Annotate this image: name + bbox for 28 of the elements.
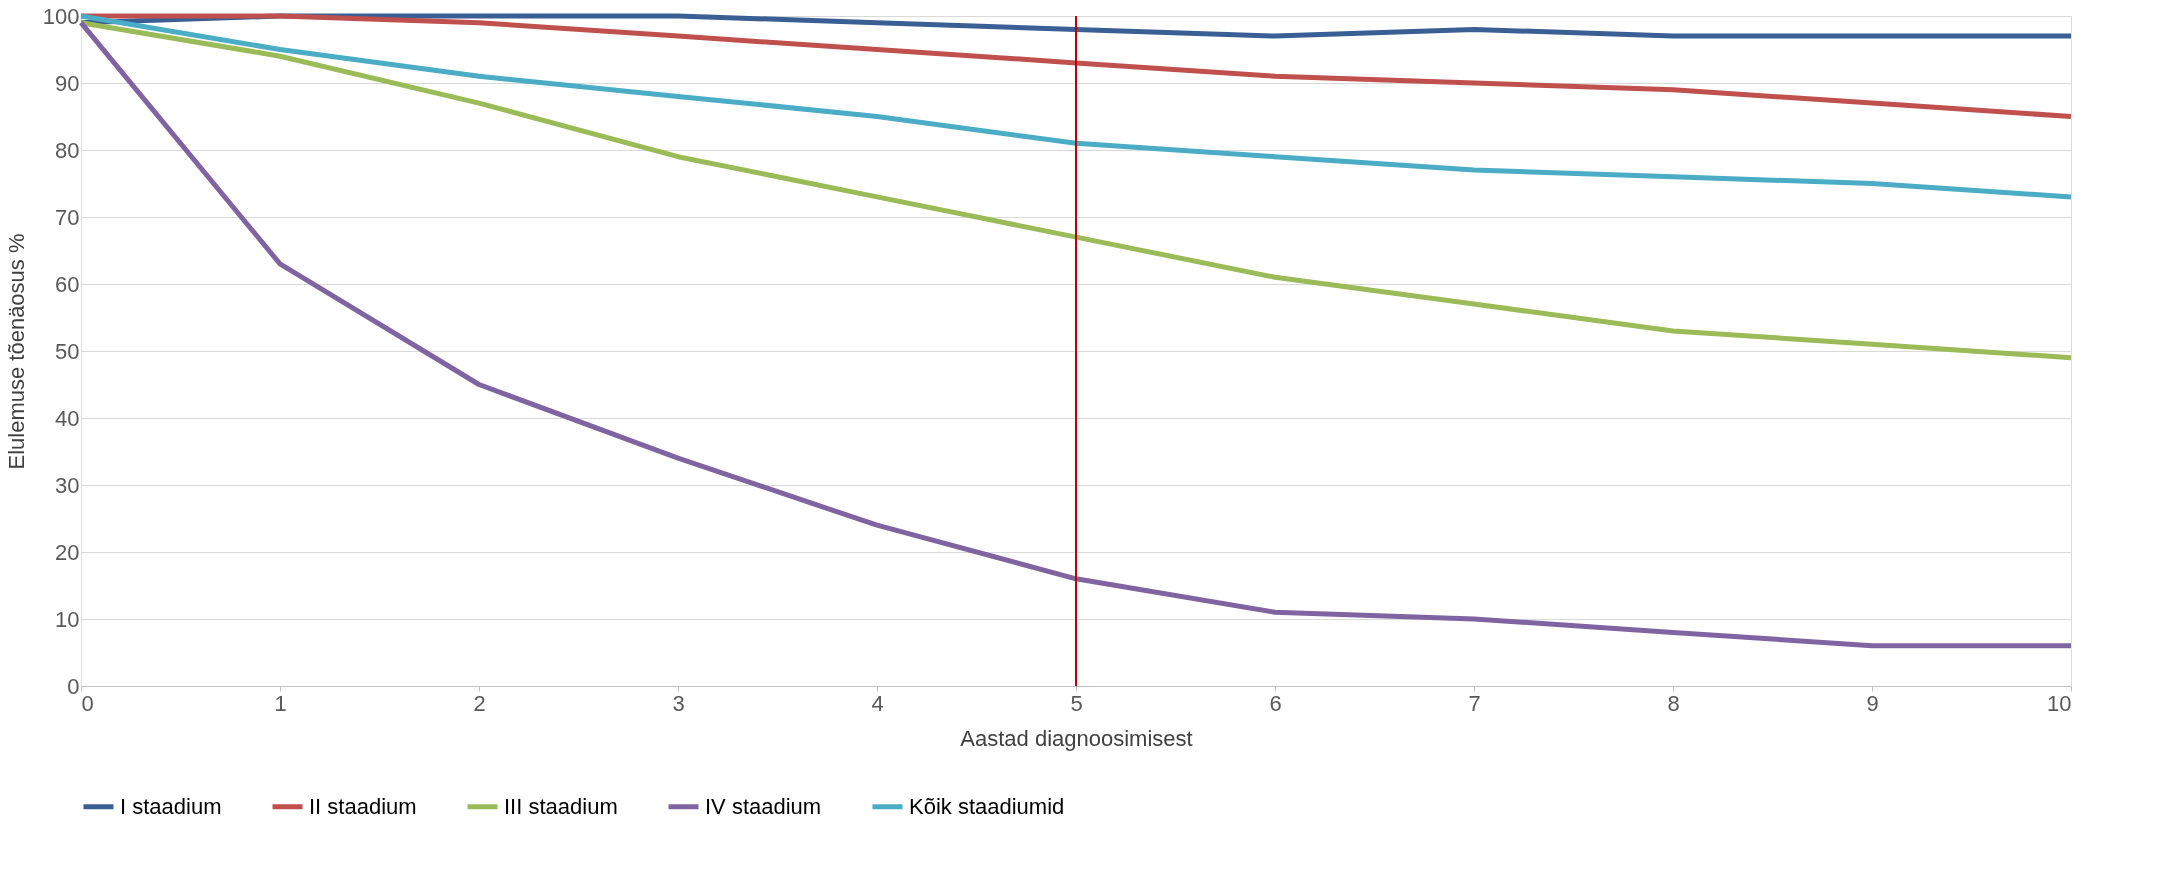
y-tick-label: 0: [67, 673, 80, 699]
legend-label: I staadium: [120, 793, 222, 819]
y-tick-label: 10: [55, 606, 80, 632]
y-tick-label: 100: [42, 3, 80, 29]
legend-label: III staadium: [504, 793, 618, 819]
y-tick-label: 30: [55, 472, 80, 498]
x-tick-label: 8: [1667, 690, 1680, 716]
x-tick-label: 5: [1070, 690, 1083, 716]
y-tick-label: 60: [55, 271, 80, 297]
y-axis-title: Elulemuse tõenäosus %: [3, 233, 29, 470]
x-tick-label: 2: [473, 690, 486, 716]
y-tick-label: 50: [55, 338, 80, 364]
legend-label: II staadium: [309, 793, 417, 819]
x-tick-label: 3: [672, 690, 685, 716]
y-tick-label: 40: [55, 405, 80, 431]
y-tick-label: 20: [55, 539, 80, 565]
x-tick-label: 4: [871, 690, 884, 716]
legend-label: IV staadium: [705, 793, 822, 819]
x-tick-label: 1: [274, 690, 287, 716]
y-tick-label: 80: [55, 137, 80, 163]
x-tick-label: 7: [1468, 690, 1481, 716]
y-tick-label: 90: [55, 70, 80, 96]
x-axis-title: Aastad diagnoosimisest: [960, 725, 1193, 751]
x-tick-label: 9: [1866, 690, 1879, 716]
x-tick-label: 6: [1269, 690, 1282, 716]
y-tick-label: 70: [55, 204, 80, 230]
x-tick-label: 10: [2047, 690, 2072, 716]
legend-label: Kõik staadiumid: [909, 793, 1065, 819]
